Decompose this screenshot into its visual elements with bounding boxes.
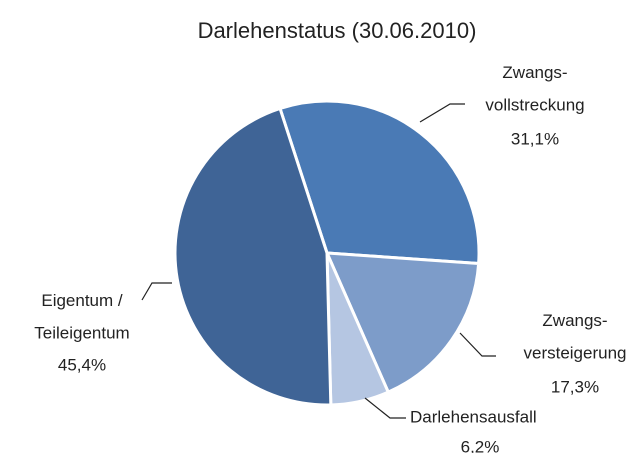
pie-slice — [173, 106, 333, 407]
pie-slice — [278, 99, 481, 265]
slice-label: Darlehensausfall — [410, 407, 537, 426]
value-label: 17,3% — [551, 377, 599, 396]
value-label: 45,4% — [58, 355, 106, 374]
leader-line — [419, 103, 465, 123]
slice-label: Eigentum / Teileigentum — [34, 291, 129, 342]
pie-slice — [325, 251, 481, 394]
chart-title: Darlehenstatus (30.06.2010) — [198, 18, 477, 43]
value-label: 6,2% — [461, 437, 500, 453]
leader-line — [459, 332, 496, 357]
slice-label: Zwangs-versteigerung — [523, 311, 626, 362]
value-label: 31,1% — [511, 129, 559, 148]
leader-line — [364, 397, 406, 419]
slice-label: Zwangs-vollstreckung — [485, 63, 584, 114]
leader-line — [141, 282, 172, 301]
